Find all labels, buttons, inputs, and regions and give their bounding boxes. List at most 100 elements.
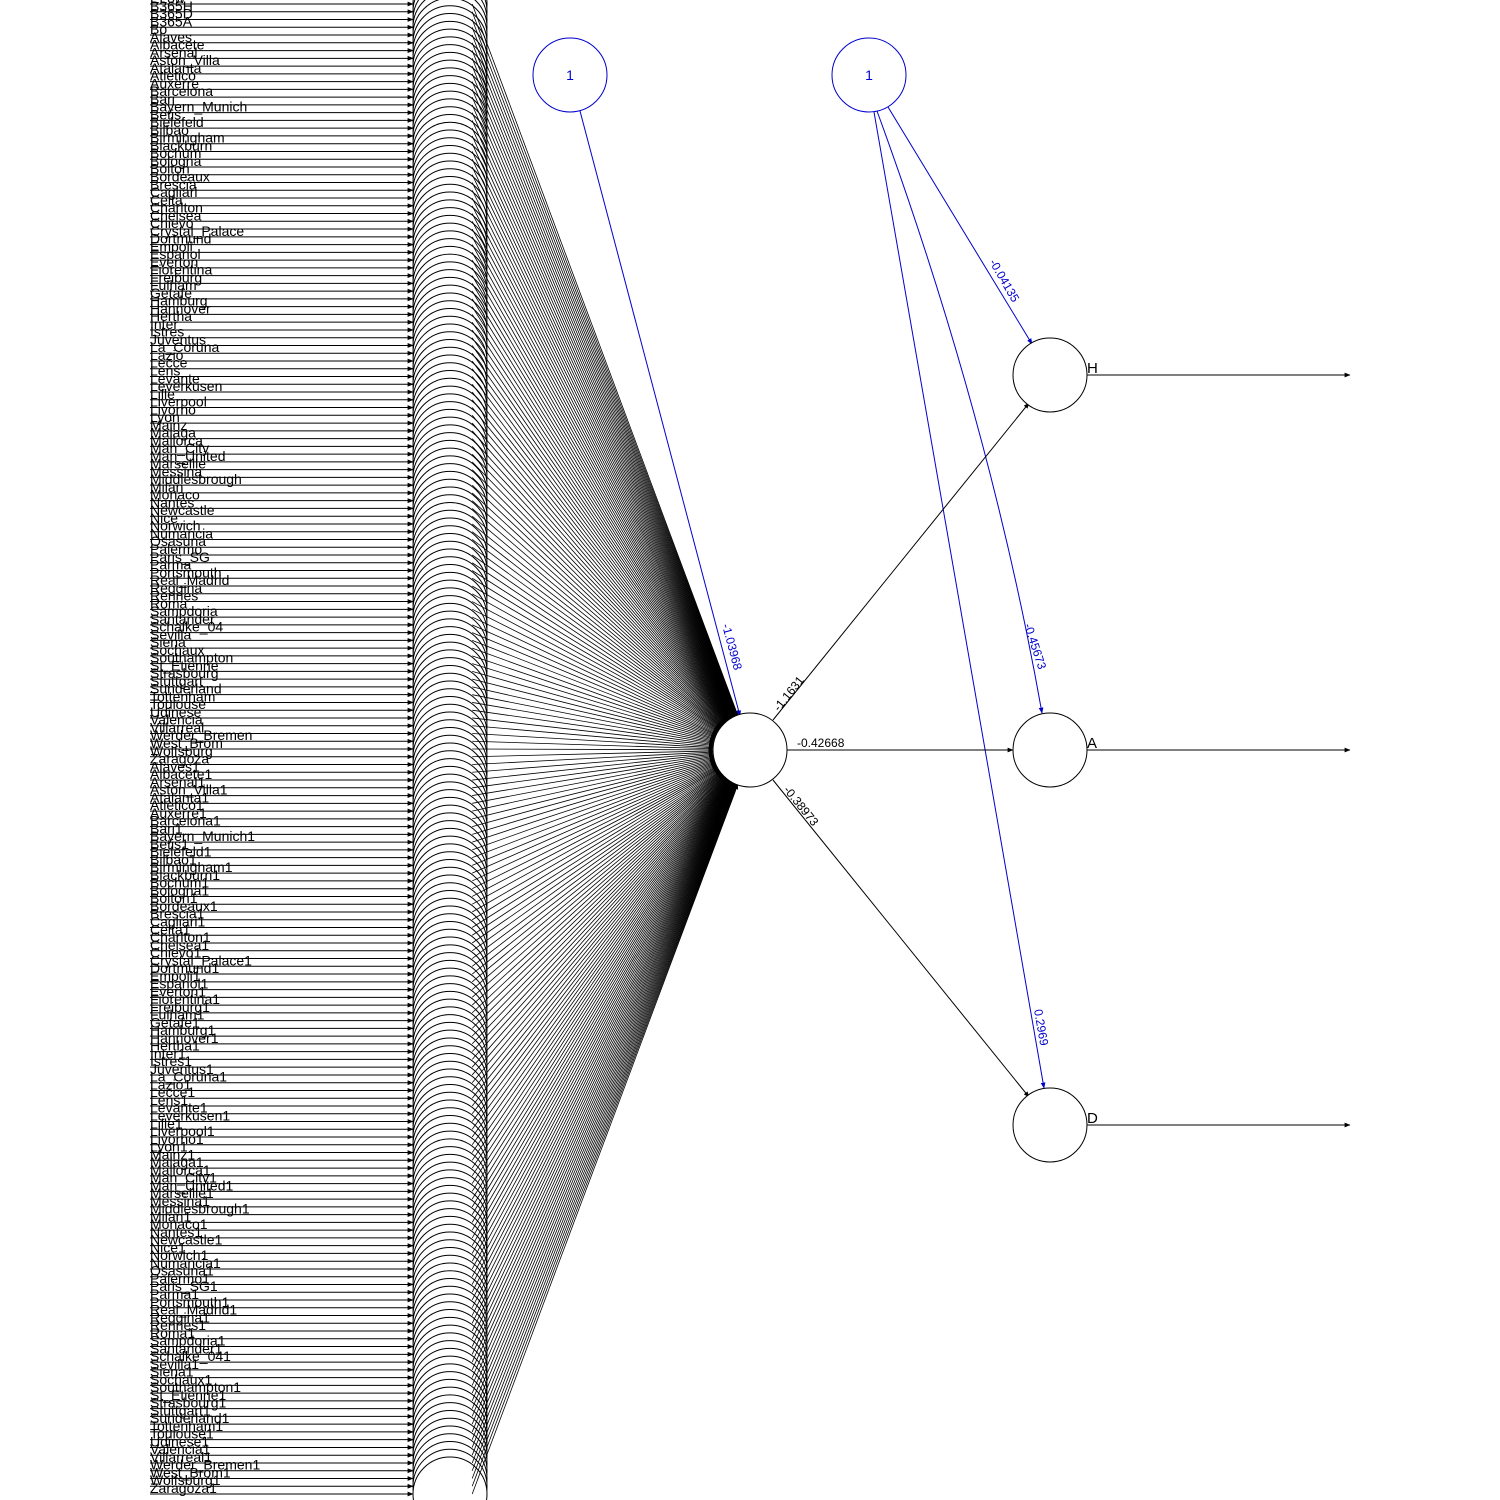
- input-label-brescia1: Brescia1: [150, 906, 205, 922]
- synapse-everton: [471, 267, 733, 718]
- input-label-aston-villa1: Aston_Villa1: [150, 782, 228, 798]
- synapse-st-etienne: [472, 671, 716, 741]
- output-node-h-label: H: [1087, 360, 1098, 377]
- synapse-istres1: [471, 778, 727, 1068]
- output-node-h: H: [1012, 337, 1351, 413]
- input-label-betis1: Betis1: [150, 836, 189, 852]
- synapse-real-madrid1: [471, 783, 735, 1316]
- input-label-palermo1: Palermo1: [150, 1270, 210, 1286]
- input-label-fulham1: Fulham1: [150, 1007, 205, 1023]
- input-label-leverkusen: Leverkusen: [150, 378, 222, 394]
- input-label-dortmund1: Dortmund1: [150, 960, 219, 976]
- bias-node-hidden-label: 1: [566, 67, 574, 83]
- input-nodes-layer: [412, 0, 488, 1500]
- input-label-celta: Celta: [150, 192, 183, 208]
- synapse-la-coruna: [471, 352, 730, 720]
- input-label-mallorca1: Mallorca1: [150, 1162, 211, 1178]
- input-label-strasbourg1: Strasbourg1: [150, 1395, 226, 1411]
- synapse-sevilla1: [471, 783, 736, 1370]
- bias-weight-output-a-label: -0.45673: [1021, 622, 1049, 672]
- input-label-charlton: Charlton: [150, 200, 203, 216]
- synapse-lille: [471, 399, 729, 721]
- input-label-paris-sg: Paris_SG: [150, 549, 210, 565]
- synapse-betis1: [472, 762, 716, 851]
- input-label-bo: Bo: [150, 21, 167, 37]
- input-label-brescia: Brescia: [150, 176, 197, 192]
- input-label-lecce: Lecce: [150, 355, 188, 371]
- input-label-hannover: Hannover: [150, 300, 211, 316]
- synapse-numancia: [471, 539, 722, 728]
- synapse-celta: [471, 205, 735, 718]
- synapse-villarreal1: [471, 784, 738, 1464]
- input-label-fulham: Fulham: [150, 277, 197, 293]
- synapse-schalke-041: [471, 783, 736, 1363]
- synapse-sampdoria1: [471, 783, 736, 1347]
- input-label-b365h: B365H: [150, 0, 193, 14]
- synapse-bari: [471, 104, 737, 717]
- synapse-palermo1: [471, 782, 735, 1285]
- input-label-birmingham1: Birmingham1: [150, 859, 233, 875]
- synapse-villarreal: [472, 733, 714, 750]
- synapse-hertha1: [471, 777, 727, 1052]
- input-label-lille: Lille: [150, 386, 175, 402]
- synapse-wolfsburg: [472, 749, 714, 758]
- input-label-southampton1: Southampton1: [150, 1379, 241, 1395]
- output-node-d: D: [1012, 1087, 1351, 1163]
- input-label-milan1: Milan1: [150, 1208, 191, 1224]
- input-label-juventus: Juventus: [150, 331, 206, 347]
- synapse-valencia: [472, 725, 714, 749]
- synapse-lecce1: [471, 779, 729, 1099]
- synapse-arsenal1: [472, 753, 714, 789]
- synapse-sevilla: [472, 639, 717, 737]
- synapse-birmingham1: [472, 765, 717, 874]
- input-label-messina: Messina: [150, 463, 202, 479]
- input-label-arsenal1: Arsenal1: [150, 774, 205, 790]
- synapse-alaves1: [472, 751, 714, 773]
- synapse-crystal-palace: [471, 236, 734, 718]
- synapse-bari1: [472, 760, 716, 835]
- synapse-aston-villa1: [472, 755, 715, 796]
- input-label-mallorca: Mallorca: [150, 432, 203, 448]
- synapse-nantes: [471, 508, 724, 726]
- synapse-bolton1: [472, 768, 719, 905]
- input-label-osasuna: Osasuna: [150, 533, 206, 549]
- synapse-b365h: [471, 11, 738, 716]
- input-label-marseille: Marseille: [150, 456, 206, 472]
- synapse-cagliari: [471, 197, 735, 718]
- input-label-blackburn: Blackburn: [150, 137, 212, 153]
- bias-edge-output-h: [887, 106, 1033, 345]
- input-label-nice: Nice: [150, 510, 178, 526]
- input-label-strasbourg: Strasbourg: [150, 665, 218, 681]
- synapse-numancia1: [471, 782, 734, 1270]
- synapse-portsmouth: [471, 577, 720, 731]
- input-label-siena: Siena: [150, 634, 186, 650]
- synapse-cagliari1: [471, 770, 720, 928]
- input-label-bologna: Bologna: [150, 153, 202, 169]
- input-label-bolton: Bolton: [150, 161, 190, 177]
- hidden-to-d-edge: [772, 779, 1030, 1098]
- hidden-to-d-weight-label: -0.38973: [781, 783, 822, 829]
- input-label-liverpool1: Liverpool1: [150, 1123, 215, 1139]
- input-label-chievo: Chievo: [150, 215, 194, 231]
- input-label-bilbao1: Bilbao1: [150, 851, 197, 867]
- synapse-bayern-munich: [471, 112, 737, 717]
- input-label-schalke-041: Schalke_041: [150, 1348, 231, 1364]
- synapse-leverkusen1: [471, 779, 729, 1122]
- input-label-paris-sg1: Paris_SG1: [150, 1278, 218, 1294]
- bias-edge-output-d: [873, 111, 1046, 1089]
- input-label-lille1: Lille1: [150, 1115, 183, 1131]
- synapse-real-madrid: [471, 585, 720, 731]
- synapse-b365a: [471, 27, 738, 716]
- input-label-barcelona: Barcelona: [150, 83, 213, 99]
- input-label-man-city1: Man_City1: [150, 1170, 217, 1186]
- synapse-hannover: [471, 314, 732, 719]
- input-label-man-united1: Man_United1: [150, 1177, 233, 1193]
- input-label-lyon: Lyon: [150, 409, 180, 425]
- input-label-norwich1: Norwich1: [150, 1247, 209, 1263]
- input-label-atalanta: Atalanta: [150, 60, 202, 76]
- synapse-elow: [471, 3, 739, 716]
- input-label-werder-bremen: Werder_Bremen: [150, 727, 252, 743]
- input-label-b365a: B365A: [150, 13, 193, 29]
- synapse-udinese1: [471, 784, 738, 1448]
- input-label-hamburg: Hamburg: [150, 293, 208, 309]
